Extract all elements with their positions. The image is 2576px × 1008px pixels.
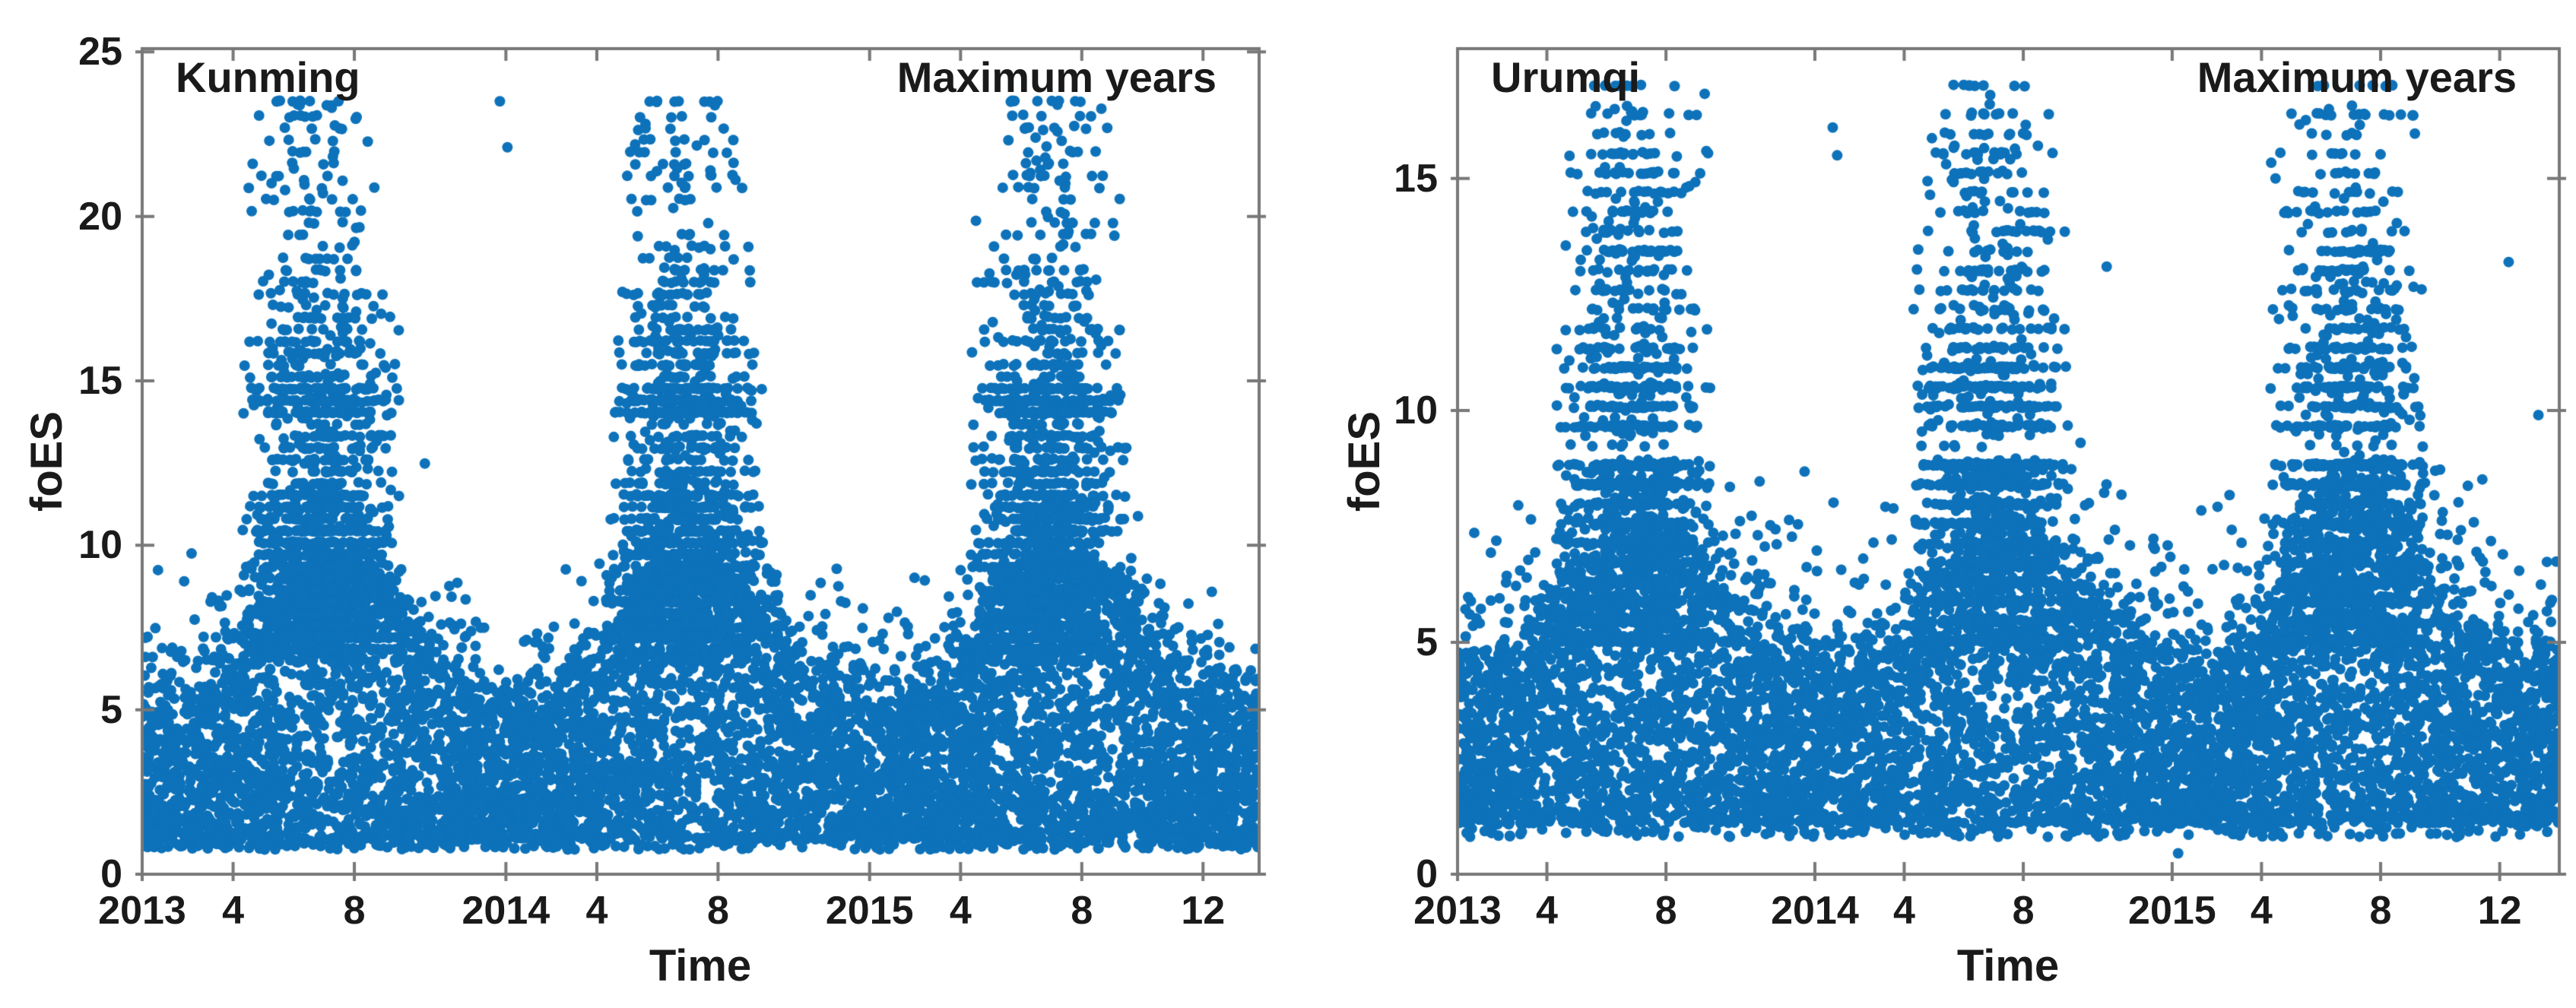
panel-title-urumqi: Urumqi: [1491, 53, 1640, 101]
x-axis-label-urumqi: Time: [1956, 941, 2060, 991]
x-tick-label: 4: [585, 889, 608, 933]
x-tick-label: 12: [2477, 889, 2522, 933]
y-tick-label: 15: [78, 358, 122, 403]
y-tick-label: 15: [1394, 156, 1438, 201]
x-tick-label: 8: [1071, 889, 1093, 933]
x-tick-label: 4: [1536, 889, 1558, 933]
x-tick-label: 4: [949, 889, 972, 933]
x-axis-label-kunming: Time: [649, 941, 752, 991]
y-tick-label: 10: [78, 523, 122, 568]
y-tick-label: 5: [100, 687, 122, 732]
x-tick-label: 2013: [1413, 889, 1502, 933]
x-tick-label: 8: [2369, 889, 2392, 933]
y-tick-label: 5: [1416, 620, 1438, 664]
panel-title-kunming: Kunming: [176, 53, 360, 101]
x-tick-label: 8: [2012, 889, 2035, 933]
x-tick-label: 2013: [98, 889, 186, 933]
x-tick-label: 4: [1892, 889, 1915, 933]
x-tick-label: 8: [706, 889, 729, 933]
x-tick-label: 2014: [462, 889, 550, 933]
y-tick-label: 20: [78, 194, 122, 239]
y-tick-label: 25: [78, 30, 122, 74]
y-tick-label: 0: [100, 852, 122, 896]
y-tick-label: 10: [1394, 388, 1438, 433]
x-tick-label: 4: [2250, 889, 2273, 933]
panel-annotation-urumqi: Maximum years: [2197, 53, 2517, 101]
x-tick-label: 8: [343, 889, 366, 933]
x-tick-label: 2015: [2128, 889, 2216, 933]
panel-annotation-kunming: Maximum years: [896, 53, 1217, 101]
y-axis-label-kunming: foES: [22, 410, 71, 512]
x-tick-label: 2014: [1771, 889, 1859, 933]
x-tick-label: 8: [1654, 889, 1677, 933]
x-tick-label: 12: [1181, 889, 1226, 933]
x-tick-label: 4: [222, 889, 245, 933]
y-tick-label: 0: [1416, 852, 1438, 896]
x-tick-label: 2015: [825, 889, 914, 933]
